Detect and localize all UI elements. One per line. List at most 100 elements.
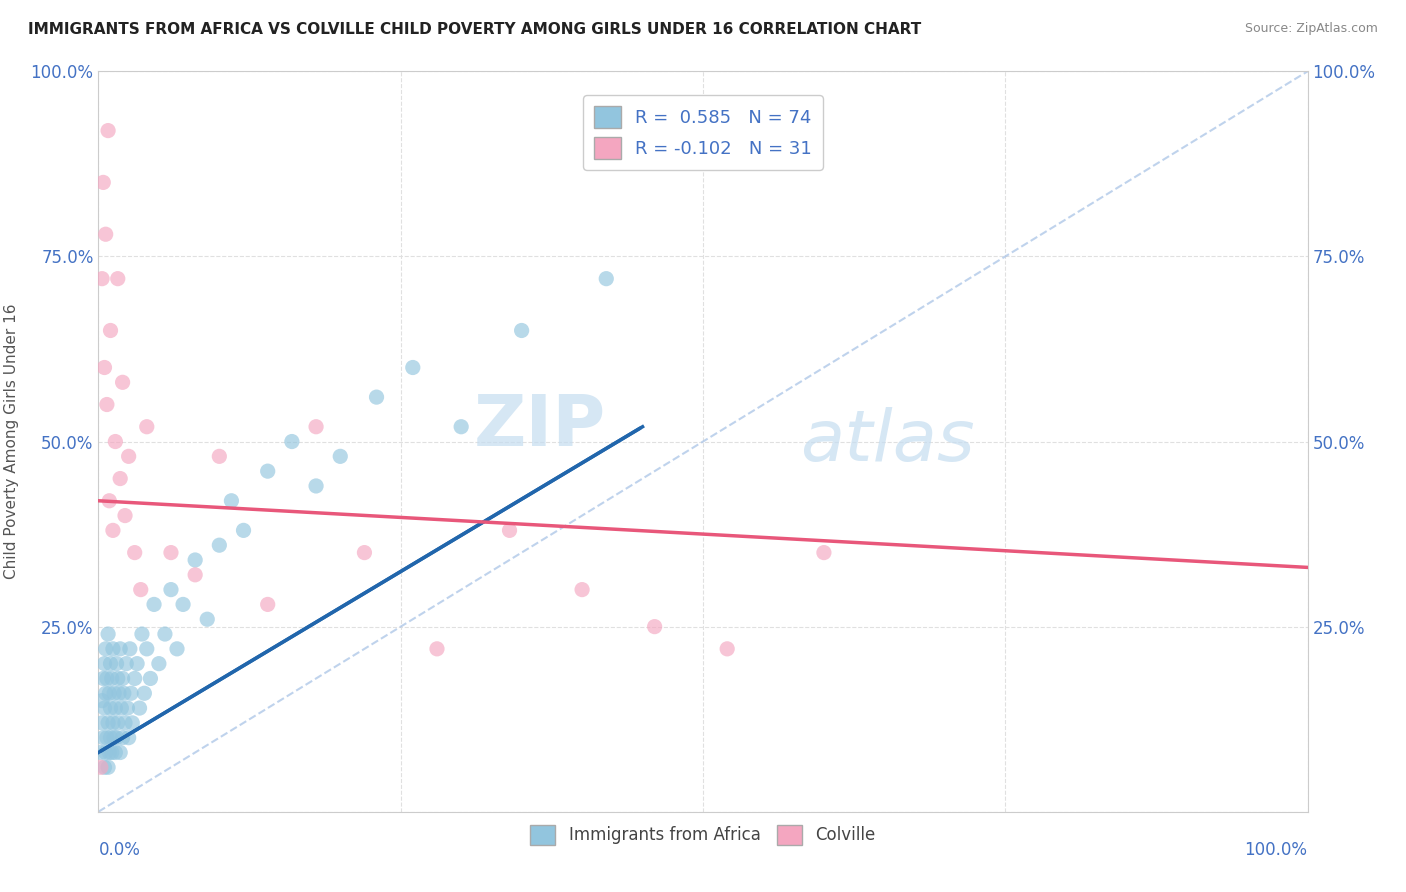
Point (402, 360, 425, 375)
Point (114, 715, 136, 730)
Point (101, 524, 124, 538)
Point (94, 227, 117, 242)
Point (91, 731, 114, 745)
Point (129, 582, 152, 597)
Point (131, 627, 153, 641)
Point (100, 324, 122, 338)
Point (100, 701, 122, 715)
Point (107, 715, 129, 730)
Point (104, 434, 127, 449)
Point (124, 546, 146, 560)
Point (166, 641, 188, 656)
Text: 0.0%: 0.0% (98, 841, 141, 859)
Point (97, 627, 120, 641)
Point (112, 686, 135, 700)
Point (103, 686, 125, 700)
Point (135, 419, 157, 434)
Point (90, 746, 112, 760)
Point (97, 123, 120, 137)
Y-axis label: Child Poverty Among Girls Under 16: Child Poverty Among Girls Under 16 (4, 304, 20, 579)
Point (115, 657, 138, 671)
Point (107, 672, 129, 686)
Point (91, 175, 114, 190)
Point (118, 641, 141, 656)
Point (94, 746, 117, 760)
Point (114, 508, 136, 523)
Point (108, 641, 131, 656)
Point (101, 641, 124, 656)
Point (426, 641, 449, 656)
Point (90, 760, 112, 774)
Point (813, 546, 835, 560)
Point (98, 493, 121, 508)
Point (101, 715, 124, 730)
Point (353, 546, 375, 560)
Text: IMMIGRANTS FROM AFRICA VS COLVILLE CHILD POVERTY AMONG GIRLS UNDER 16 CORRELATIO: IMMIGRANTS FROM AFRICA VS COLVILLE CHILD… (28, 22, 921, 37)
Point (498, 524, 520, 538)
Point (91, 672, 114, 686)
Point (93, 701, 115, 715)
Point (134, 686, 156, 700)
Point (91, 715, 114, 730)
Point (124, 672, 146, 686)
Point (716, 641, 738, 656)
Point (104, 746, 127, 760)
Point (94, 686, 117, 700)
Point (93, 657, 115, 671)
Legend: Immigrants from Africa, Colville: Immigrants from Africa, Colville (523, 818, 883, 852)
Point (97, 715, 120, 730)
Point (644, 619, 666, 633)
Point (256, 464, 278, 478)
Point (329, 450, 352, 464)
Point (111, 731, 134, 745)
Point (143, 598, 166, 612)
Point (510, 324, 533, 338)
Point (103, 731, 125, 745)
Point (184, 553, 207, 567)
Point (91, 271, 114, 285)
Point (105, 731, 128, 745)
Point (120, 686, 142, 700)
Point (96, 672, 118, 686)
Point (139, 672, 162, 686)
Point (110, 701, 132, 715)
Point (96, 731, 118, 745)
Point (571, 582, 593, 597)
Point (121, 715, 143, 730)
Point (160, 546, 183, 560)
Point (104, 701, 127, 715)
Point (96, 398, 118, 412)
Point (98, 746, 121, 760)
Point (221, 493, 243, 508)
Point (108, 686, 131, 700)
Point (595, 271, 617, 285)
Point (100, 746, 122, 760)
Point (450, 419, 472, 434)
Point (208, 450, 231, 464)
Point (135, 641, 157, 656)
Point (105, 657, 128, 671)
Point (305, 479, 328, 493)
Point (256, 598, 278, 612)
Point (160, 582, 183, 597)
Point (281, 434, 304, 449)
Point (93, 360, 115, 375)
Point (128, 701, 150, 715)
Point (107, 271, 129, 285)
Text: ZIP: ZIP (474, 392, 606, 461)
Point (305, 419, 328, 434)
Point (118, 731, 141, 745)
Point (91, 694, 114, 708)
Point (127, 657, 149, 671)
Point (108, 746, 131, 760)
Point (117, 701, 139, 715)
Point (118, 450, 141, 464)
Point (100, 672, 122, 686)
Point (148, 657, 170, 671)
Point (98, 686, 121, 700)
Point (100, 657, 122, 671)
Text: atlas: atlas (800, 407, 974, 476)
Point (94, 641, 117, 656)
Point (195, 612, 218, 626)
Point (100, 731, 122, 745)
